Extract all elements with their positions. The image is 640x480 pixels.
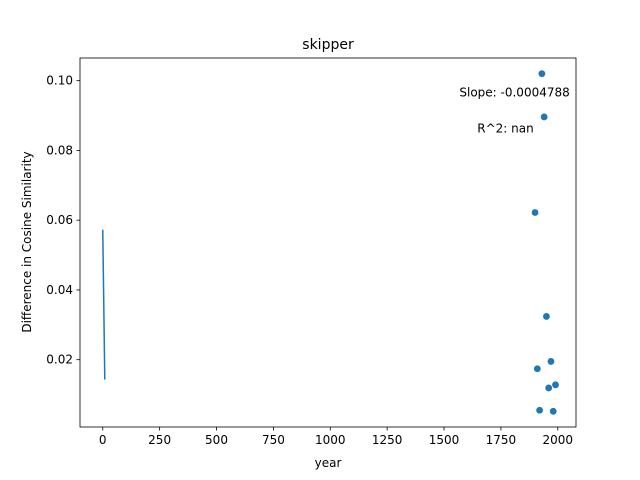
x-tick-label: 750 <box>262 433 285 447</box>
plot-area: Slope: -0.0004788 R^2: nan <box>102 70 570 415</box>
data-point-1 <box>531 209 539 216</box>
data-point-6 <box>543 313 550 320</box>
x-tick-label: 1000 <box>315 433 346 447</box>
x-tick-label: 1500 <box>429 433 460 447</box>
data-point-2 <box>533 365 541 373</box>
data-point-4 <box>538 70 546 78</box>
chart-title: skipper <box>302 37 354 53</box>
x-tick-label: 1250 <box>372 433 403 447</box>
x-tick-label: 0 <box>99 433 107 447</box>
data-point-3 <box>536 406 543 414</box>
slope-annotation: Slope: -0.0004788 <box>459 85 569 99</box>
plot-frame <box>79 57 577 428</box>
y-tick-label: 0.04 <box>46 283 73 297</box>
x-tick-label: 1750 <box>486 433 517 447</box>
x-tick-label: 2000 <box>543 433 574 447</box>
x-axis-label: year <box>315 456 342 470</box>
data-point-7 <box>545 384 553 392</box>
y-tick-label: 0.10 <box>46 74 73 88</box>
y-axis-label: Difference in Cosine Similarity <box>20 151 34 332</box>
x-tick-label: 500 <box>205 433 228 447</box>
data-point-8 <box>547 358 555 365</box>
y-tick-label: 0.08 <box>46 143 73 157</box>
data-point-9 <box>549 407 557 415</box>
data-point-10 <box>552 381 559 389</box>
axes: 0 250 500 750 1000 1250 1500 1750 2000 0.02 0.04 0.… <box>46 57 577 447</box>
y-tick-label: 0.02 <box>46 353 73 367</box>
y-tick-label: 0.06 <box>46 213 73 227</box>
r-squared-annotation: R^2: nan <box>477 121 533 135</box>
data-point-5 <box>540 113 548 121</box>
trend-line <box>102 229 106 380</box>
x-tick-label: 250 <box>148 433 171 447</box>
